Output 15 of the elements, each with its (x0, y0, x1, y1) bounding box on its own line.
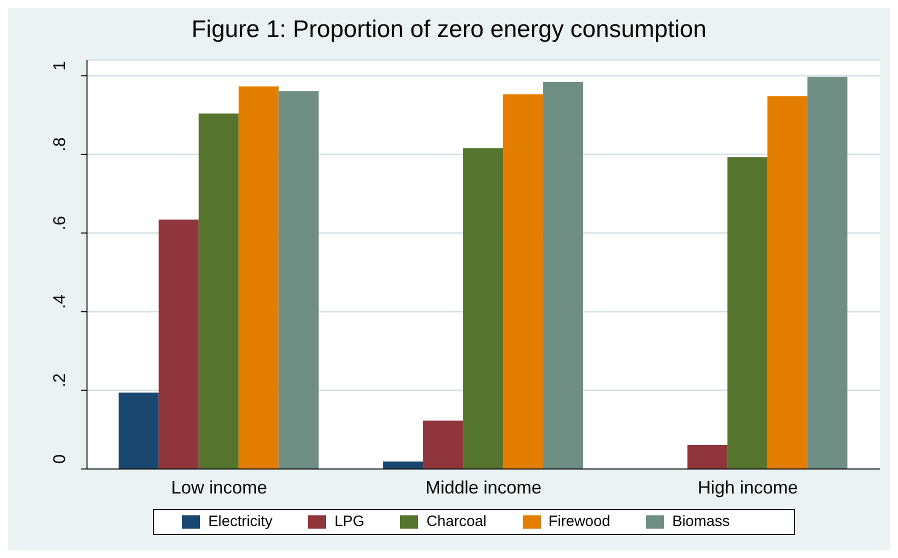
y-tick-label: .2 (50, 373, 69, 388)
y-tick-label: 0 (50, 454, 69, 464)
y-tick-label: .6 (50, 216, 69, 230)
x-tick-label: High income (698, 478, 798, 498)
legend-label: Electricity (208, 512, 272, 530)
x-tick-label: Middle income (425, 478, 542, 498)
x-tick-label: Low income (171, 478, 268, 498)
y-tick-label: .4 (50, 294, 69, 309)
y-tick-label: .8 (50, 137, 69, 152)
chart-title: Figure 1: Proportion of zero energy consumption (190, 16, 708, 44)
y-tick-label: 1 (50, 60, 69, 70)
legend-label: Biomass (672, 512, 730, 530)
legend-label: Charcoal (426, 512, 486, 530)
legend-label: LPG (334, 512, 364, 530)
legend-label: Firewood (548, 512, 610, 530)
